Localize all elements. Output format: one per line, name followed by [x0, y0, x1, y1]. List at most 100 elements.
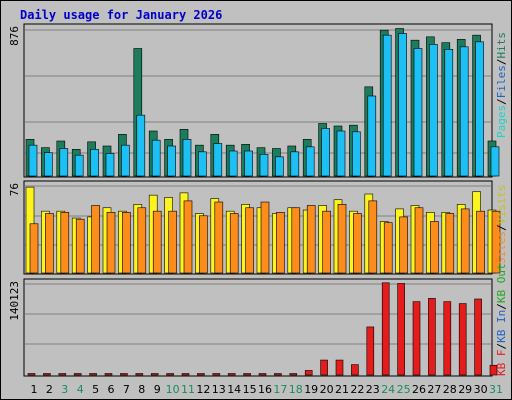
bar-sites: [152, 210, 162, 274]
x-tick-label: 1: [31, 383, 38, 396]
bar-files: [59, 148, 69, 177]
bar-files: [275, 156, 284, 177]
bar-files: [382, 34, 392, 177]
bar-kb-f: [120, 373, 128, 376]
bar-files: [136, 114, 146, 177]
bar-files: [244, 150, 253, 177]
bar-kb-f: [474, 298, 482, 376]
legend-entry: Sites: [495, 231, 508, 264]
x-tick-label: 29: [458, 383, 472, 396]
bar-files: [105, 153, 115, 177]
bar-files: [167, 145, 176, 177]
legend-entry: KB F: [495, 350, 508, 377]
x-tick-label: 17: [273, 383, 287, 396]
x-tick-label: 9: [154, 383, 161, 396]
x-tick-label: 5: [92, 383, 99, 396]
chart-title: Daily usage for January 2026: [20, 8, 223, 22]
bar-kb-f: [397, 283, 405, 376]
bar-sites: [476, 210, 485, 274]
legend: KB F/KB In/KB Out: [495, 263, 508, 376]
bar-sites: [399, 216, 408, 274]
bar-files: [28, 144, 38, 177]
bar-kb-f: [258, 373, 267, 376]
x-tick-label: 22: [350, 383, 364, 396]
bar-files: [459, 46, 469, 177]
bar-sites: [45, 213, 54, 274]
bar-files: [213, 143, 223, 177]
bar-kb-f: [320, 359, 328, 376]
x-tick-label: 31: [489, 383, 503, 396]
legend-entry: Pages: [495, 105, 508, 138]
bar-kb-f: [428, 298, 436, 376]
bar-sites: [245, 207, 254, 274]
x-tick-label: 2: [46, 383, 53, 396]
x-axis-labels: 1 2 3 4 5 6 7 8 9 10 11 12 13 14 15 16 17 18 19 20 21 22 23 24 2…: [31, 383, 504, 396]
bar-files: [228, 150, 238, 177]
bar-sites: [306, 205, 316, 274]
bar-sites: [276, 212, 285, 274]
bar-kb-f: [212, 373, 221, 376]
bar-sites: [122, 212, 131, 274]
bar-sites: [430, 221, 439, 274]
x-tick-label: 20: [320, 383, 334, 396]
y-max-visits: 76: [8, 183, 21, 196]
bar-sites: [214, 201, 224, 274]
x-tick-label: 21: [335, 383, 349, 396]
bar-files: [490, 146, 500, 177]
bars: [25, 28, 501, 376]
bar-files: [398, 33, 407, 177]
bar-files: [413, 48, 423, 177]
x-tick-label: 6: [108, 383, 115, 396]
bar-sites: [229, 213, 239, 274]
x-tick-label: 11: [181, 383, 195, 396]
bar-kb-f: [135, 373, 144, 376]
x-tick-label: 25: [397, 383, 411, 396]
bar-files: [259, 154, 269, 177]
x-tick-label: 18: [289, 383, 303, 396]
bar-kb-f: [227, 373, 236, 376]
bar-sites: [445, 213, 455, 274]
y-max-hits: 876: [8, 26, 21, 46]
bar-sites: [414, 207, 424, 274]
bar-kb-f: [351, 364, 359, 376]
bar-files: [74, 154, 84, 177]
x-tick-label: 3: [61, 383, 68, 396]
x-tick-label: 27: [427, 383, 441, 396]
bar-files: [444, 49, 454, 177]
legend-entry: KB In: [495, 310, 508, 343]
bar-sites: [183, 200, 193, 274]
bar-sites: [91, 205, 100, 274]
bar-kb-f: [304, 370, 313, 376]
x-tick-label: 14: [227, 383, 241, 396]
panel-kb-bg: [23, 278, 493, 377]
legend-separator: /: [495, 224, 508, 231]
bar-files: [367, 95, 377, 177]
x-tick-label: 26: [412, 383, 426, 396]
legend-separator: /: [495, 59, 508, 66]
bar-sites: [29, 223, 39, 274]
bar-kb-f: [181, 373, 190, 376]
bar-files: [182, 139, 192, 177]
x-tick-label: 28: [443, 383, 457, 396]
legend: Pages/Files/Hits: [495, 32, 508, 138]
bar-files: [151, 139, 161, 177]
bar-files: [290, 151, 300, 177]
bar-kb-f: [27, 373, 36, 376]
bar-files: [336, 130, 346, 177]
bar-sites: [168, 210, 177, 274]
bar-files: [90, 149, 99, 177]
x-tick-label: 7: [123, 383, 130, 396]
bar-kb-f: [150, 373, 159, 376]
bar-files: [305, 146, 315, 177]
bar-kb-f: [412, 301, 421, 376]
bar-kb-f: [243, 373, 251, 376]
bar-sites: [60, 212, 70, 274]
bar-kb-f: [381, 282, 390, 376]
bar-kb-f: [458, 303, 467, 376]
bar-kb-f: [366, 326, 375, 376]
bar-kb-f: [43, 373, 51, 376]
x-tick-label: 12: [196, 383, 210, 396]
bar-kb-f: [166, 373, 174, 376]
bar-sites: [106, 212, 116, 274]
legend-entry: Hits: [495, 32, 508, 59]
